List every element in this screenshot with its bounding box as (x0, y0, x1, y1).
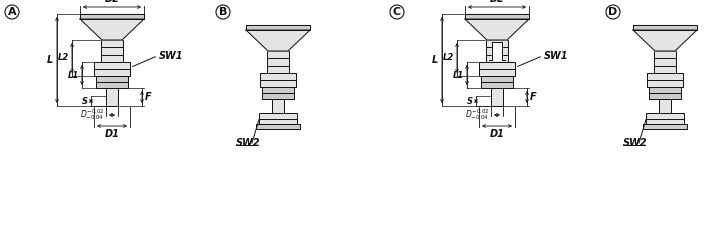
Bar (649, 87, 681, 99)
Bar (647, 73, 683, 87)
Text: F: F (145, 92, 152, 102)
Text: A: A (8, 7, 16, 17)
Text: L: L (47, 55, 53, 65)
Polygon shape (80, 19, 144, 40)
Bar (491, 88, 503, 106)
Bar (486, 40, 508, 62)
Bar (260, 73, 296, 87)
Bar (259, 113, 297, 124)
Text: C: C (393, 7, 401, 17)
Text: L: L (432, 55, 438, 65)
Text: $D^{-0.02}_{-0.04}$: $D^{-0.02}_{-0.04}$ (79, 108, 104, 123)
Bar (101, 40, 123, 62)
Bar (96, 76, 128, 88)
Polygon shape (633, 25, 697, 30)
Bar (643, 124, 687, 129)
Bar (94, 62, 130, 76)
Text: D: D (608, 7, 618, 17)
Text: F: F (530, 92, 537, 102)
Polygon shape (246, 30, 310, 51)
Text: L2: L2 (57, 54, 69, 62)
Text: SW1: SW1 (544, 51, 569, 61)
Bar (659, 99, 671, 117)
Bar (272, 99, 284, 117)
Bar (646, 113, 684, 124)
Text: L2: L2 (443, 54, 454, 62)
Bar (654, 51, 676, 73)
Bar (256, 124, 300, 129)
Polygon shape (633, 30, 697, 51)
Text: D2: D2 (105, 0, 119, 3)
Text: $D^{-0.02}_{-0.04}$: $D^{-0.02}_{-0.04}$ (465, 108, 489, 123)
Bar (262, 87, 294, 99)
Text: B: B (219, 7, 227, 17)
Bar (267, 51, 289, 73)
Text: L1: L1 (453, 70, 464, 80)
Text: SW2: SW2 (623, 138, 648, 148)
Text: D1: D1 (105, 129, 119, 139)
Text: D1: D1 (489, 129, 505, 139)
Polygon shape (246, 25, 310, 30)
Text: S: S (82, 96, 88, 106)
Text: D2: D2 (489, 0, 505, 3)
Text: S: S (467, 96, 473, 106)
Bar (481, 76, 513, 88)
Polygon shape (80, 14, 144, 19)
Text: SW2: SW2 (236, 138, 260, 148)
Polygon shape (465, 14, 529, 19)
Bar (106, 88, 118, 106)
Polygon shape (492, 42, 502, 60)
Text: SW1: SW1 (159, 51, 183, 61)
Text: L1: L1 (68, 70, 79, 80)
Bar (479, 62, 515, 76)
Polygon shape (465, 19, 529, 40)
